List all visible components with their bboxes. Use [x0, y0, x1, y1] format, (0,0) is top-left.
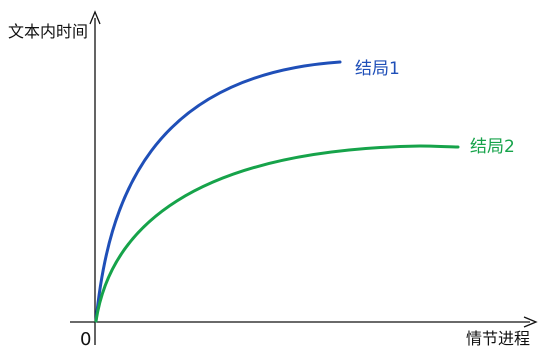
- curve-2: [94, 144, 460, 323]
- curve-1-label: 结局1: [355, 59, 400, 79]
- axes: [70, 10, 538, 345]
- y-axis-label: 文本内时间: [8, 22, 88, 41]
- x-axis-label: 情节进程: [466, 329, 530, 348]
- y-axis-arrow: [89, 10, 101, 25]
- x-axis-arrow: [523, 316, 538, 328]
- origin-label: 0: [80, 329, 91, 350]
- curve-2-label: 结局2: [470, 137, 515, 157]
- curve-1: [94, 60, 342, 323]
